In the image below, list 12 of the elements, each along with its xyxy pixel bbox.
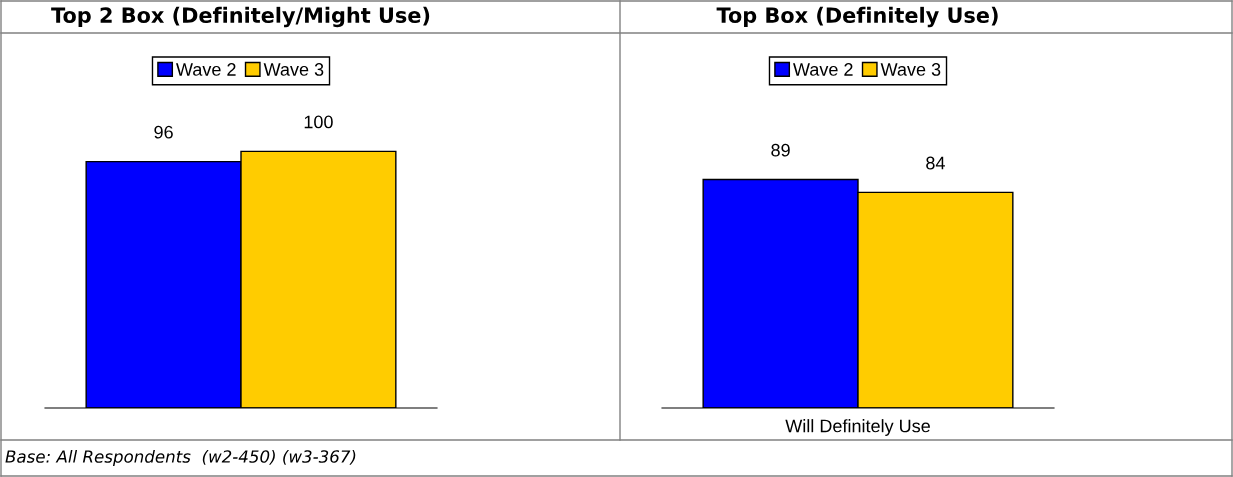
text: Base: All Respondents (w2-450) (w3-367) (5, 449, 356, 467)
data-label: 96 (154, 125, 173, 139)
legend-label: Wave 3 (263, 63, 324, 76)
legend-label: Wave 2 (176, 63, 236, 76)
chart-title: Top Box (Definitely Use) (716, 6, 998, 28)
data-label: 89 (771, 143, 790, 157)
legend-label: Wave 2 (793, 63, 853, 76)
data-label: 100 (304, 115, 333, 129)
chart-title: Top 2 Box (Definitely/Might Use) (51, 6, 430, 28)
x-axis-title: Will Definitely Use (785, 419, 930, 436)
legend-label: Wave 3 (880, 63, 941, 76)
data-label: 84 (926, 156, 945, 170)
